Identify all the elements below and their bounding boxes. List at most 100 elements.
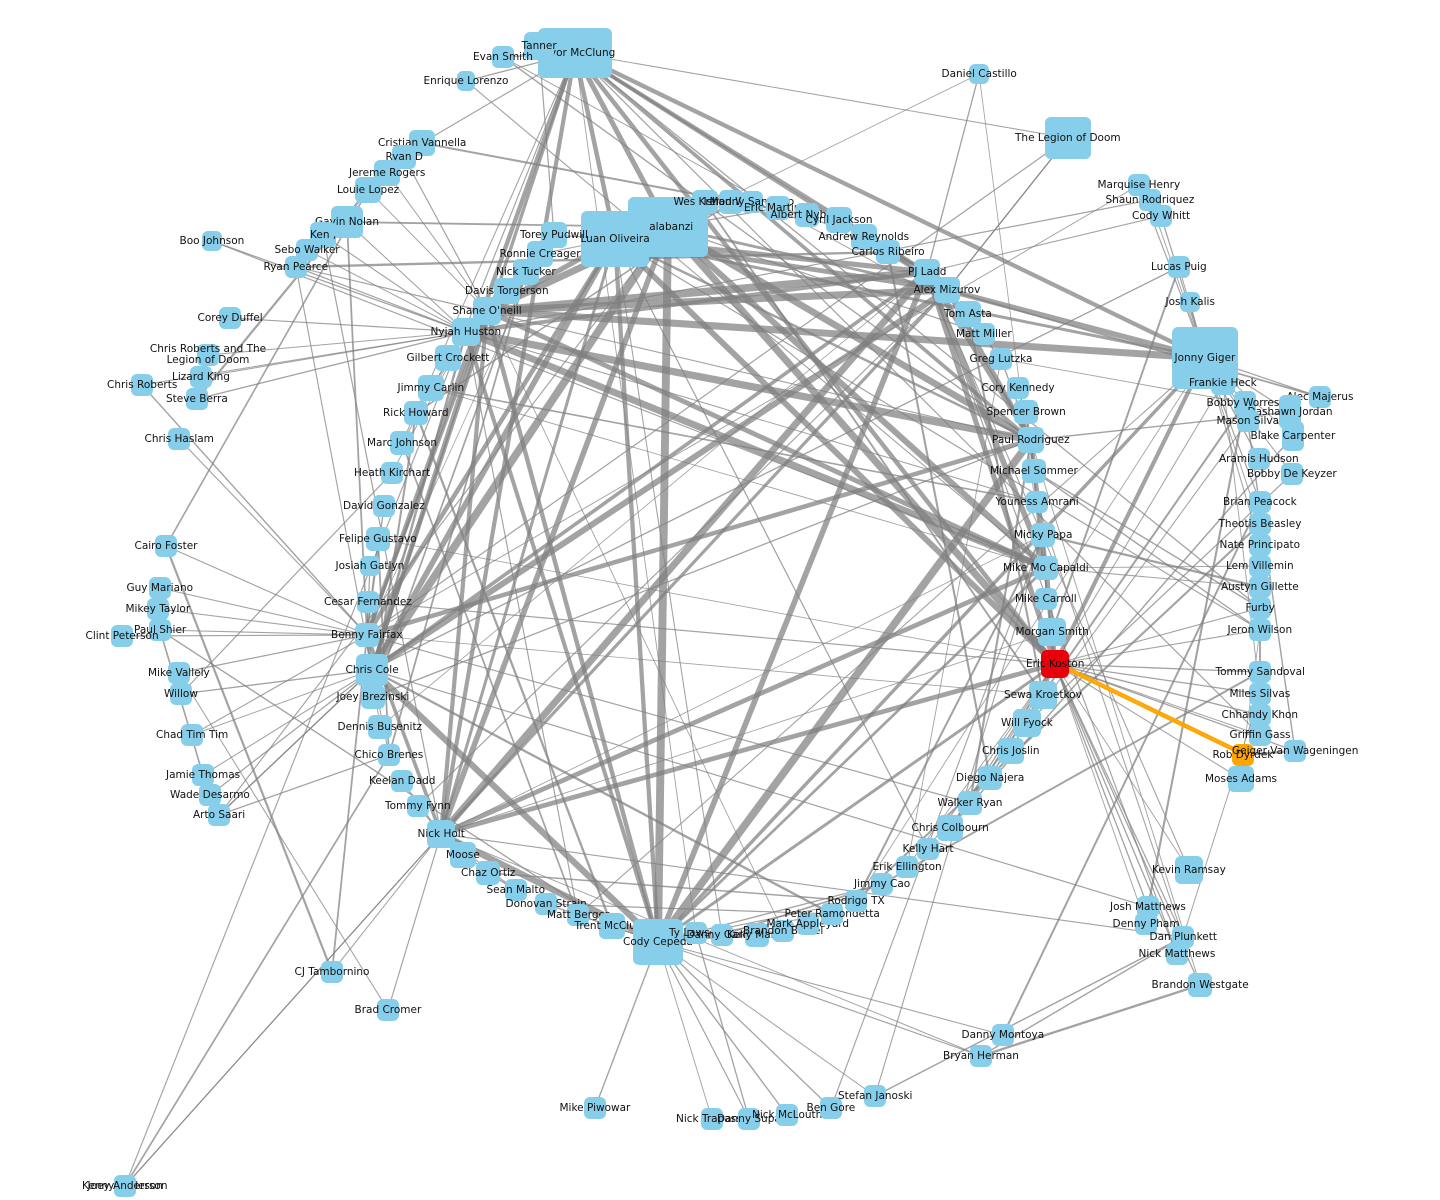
graph-node[interactable] (331, 206, 363, 238)
graph-node[interactable] (1180, 292, 1200, 312)
graph-node[interactable] (435, 345, 461, 371)
graph-node[interactable] (1234, 391, 1256, 415)
graph-node[interactable] (368, 715, 392, 739)
graph-node[interactable] (745, 923, 769, 947)
graph-node[interactable] (321, 961, 343, 983)
graph-node[interactable] (147, 598, 169, 620)
graph-node[interactable] (355, 623, 379, 647)
graph-node[interactable] (1135, 913, 1157, 935)
graph-node[interactable] (937, 815, 963, 841)
graph-node[interactable] (998, 738, 1024, 764)
graph-node[interactable] (535, 893, 557, 915)
graph-node[interactable] (1249, 534, 1271, 556)
graph-node[interactable] (505, 879, 527, 901)
graph-node[interactable] (390, 431, 414, 455)
graph-node[interactable] (1031, 523, 1055, 547)
graph-node[interactable] (1041, 650, 1069, 678)
graph-node[interactable] (476, 861, 500, 885)
graph-node[interactable] (155, 535, 177, 557)
graph-node[interactable] (1249, 576, 1271, 598)
graph-node[interactable] (1168, 256, 1190, 278)
graph-node[interactable] (826, 207, 852, 233)
graph-node[interactable] (149, 619, 171, 641)
graph-node[interactable] (896, 856, 918, 878)
graph-node[interactable] (1022, 459, 1046, 483)
graph-node[interactable] (1188, 973, 1212, 997)
graph-node[interactable] (1211, 371, 1235, 395)
graph-node[interactable] (492, 46, 514, 68)
graph-node[interactable] (992, 1024, 1014, 1046)
graph-node[interactable] (149, 577, 171, 599)
graph-node[interactable] (633, 919, 683, 965)
graph-node[interactable] (457, 71, 475, 91)
graph-node[interactable] (685, 922, 707, 944)
graph-node[interactable] (738, 1108, 760, 1130)
graph-node[interactable] (1045, 117, 1091, 159)
graph-node[interactable] (776, 1104, 798, 1126)
graph-node[interactable] (934, 277, 960, 303)
graph-node[interactable] (366, 527, 390, 551)
graph-node[interactable] (418, 375, 444, 401)
graph-node[interactable] (1249, 597, 1271, 619)
graph-node[interactable] (357, 591, 379, 613)
graph-node[interactable] (114, 1175, 136, 1197)
graph-node[interactable] (772, 920, 794, 942)
graph-node[interactable] (599, 913, 625, 939)
graph-node[interactable] (199, 784, 221, 806)
graph-node[interactable] (1249, 704, 1271, 726)
graph-node[interactable] (584, 1097, 606, 1119)
graph-node[interactable] (795, 203, 819, 227)
graph-node[interactable] (391, 770, 413, 792)
graph-node[interactable] (1172, 926, 1194, 948)
graph-node[interactable] (741, 191, 763, 213)
graph-node[interactable] (450, 842, 476, 868)
graph-node[interactable] (1228, 766, 1254, 792)
graph-node[interactable] (701, 1108, 723, 1130)
graph-node[interactable] (186, 388, 208, 410)
graph-node[interactable] (111, 625, 133, 647)
graph-node[interactable] (1013, 709, 1041, 737)
graph-node[interactable] (969, 64, 989, 84)
graph-node[interactable] (285, 256, 307, 278)
graph-node[interactable] (192, 764, 214, 786)
graph-node[interactable] (851, 224, 877, 250)
graph-node[interactable] (407, 795, 429, 817)
graph-node[interactable] (197, 344, 219, 366)
graph-node[interactable] (1249, 491, 1271, 513)
graph-node[interactable] (958, 791, 982, 815)
graph-node[interactable] (1237, 410, 1259, 432)
graph-node[interactable] (1248, 448, 1270, 470)
graph-node[interactable] (978, 766, 1002, 790)
graph-node[interactable] (1026, 491, 1048, 513)
graph-node[interactable] (1284, 740, 1306, 762)
graph-node[interactable] (1029, 681, 1057, 709)
graph-node[interactable] (1309, 386, 1331, 408)
graph-node[interactable] (1249, 619, 1271, 641)
graph-node[interactable] (181, 724, 203, 746)
graph-node[interactable] (1232, 744, 1254, 766)
graph-node[interactable] (1175, 856, 1203, 884)
graph-node[interactable] (820, 1097, 842, 1119)
graph-node[interactable] (1137, 896, 1159, 918)
graph-node[interactable] (355, 177, 381, 203)
graph-node[interactable] (1249, 683, 1271, 705)
graph-node[interactable] (170, 683, 192, 705)
graph-node[interactable] (1035, 588, 1057, 610)
graph-node[interactable] (692, 190, 718, 214)
graph-node[interactable] (1282, 421, 1304, 451)
graph-node[interactable] (1034, 556, 1058, 580)
graph-node[interactable] (190, 366, 212, 388)
graph-node[interactable] (219, 307, 241, 329)
graph-node[interactable] (970, 1045, 992, 1067)
graph-node[interactable] (1281, 463, 1303, 485)
graph-node[interactable] (1249, 661, 1271, 683)
graph-node[interactable] (404, 401, 428, 425)
graph-node[interactable] (917, 838, 939, 860)
graph-node[interactable] (208, 804, 230, 826)
graph-node[interactable] (567, 904, 589, 926)
graph-node[interactable] (1249, 724, 1271, 746)
graph-node[interactable] (581, 211, 649, 267)
graph-node[interactable] (1150, 205, 1172, 227)
graph-node[interactable] (378, 744, 400, 766)
